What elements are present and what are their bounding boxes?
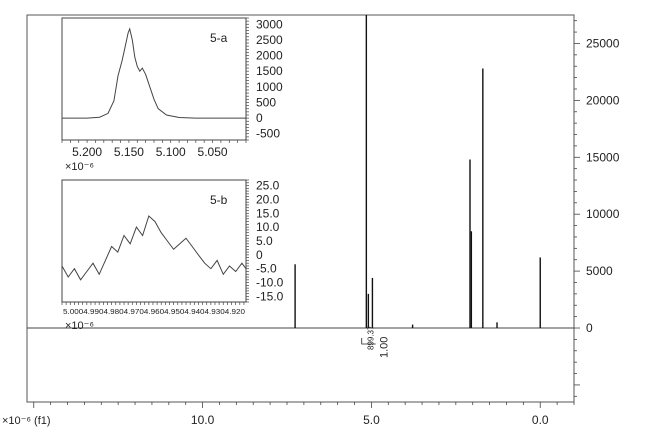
- y-tick-label: 10000: [586, 207, 620, 221]
- inset-y-tick-label: 3000: [256, 17, 283, 31]
- inset-frame: [61, 179, 247, 303]
- y-tick-label: 15000: [586, 150, 620, 164]
- inset-y-tick-label: 5.0: [256, 234, 273, 248]
- y-tick-label: 0: [586, 321, 593, 335]
- integral-label: 899.37: [367, 325, 376, 350]
- inset-y-tick-label: -500: [256, 127, 280, 141]
- inset-x-tick-label: 5.050: [198, 145, 228, 159]
- inset-y-tick-label: 20.0: [256, 192, 280, 206]
- x-tick-label: 5.0: [363, 413, 380, 427]
- inset-label: 5-a: [210, 31, 228, 45]
- y-tick-label: 20000: [586, 93, 620, 107]
- inset-label: 5-b: [210, 193, 228, 207]
- inset-y-tick-label: 15.0: [256, 206, 280, 220]
- inset-y-tick-label: 1500: [256, 64, 283, 78]
- integral-label: 1.00: [379, 337, 391, 358]
- inset-x-tick-labels: 5.0004.9904.9804.9704.9604.9504.9404.930…: [63, 309, 245, 316]
- inset-y-tick-label: 2500: [256, 33, 283, 47]
- inset-y-tick-label: 500: [256, 95, 276, 109]
- y-tick-label: 5000: [586, 264, 613, 278]
- inset-x-tick-label: 5.150: [114, 145, 144, 159]
- y-tick-label: 25000: [586, 36, 620, 50]
- inset-y-tick-label: -5.0: [256, 262, 277, 276]
- inset-y-tick-label: 10.0: [256, 220, 280, 234]
- inset-x-axis-label: ×10⁻⁶: [65, 161, 94, 173]
- x-axis-label: ×10⁻⁶ (f1): [2, 415, 51, 427]
- inset-x-tick-label: 5.100: [156, 145, 186, 159]
- x-tick-label: 10.0: [191, 413, 215, 427]
- inset-y-tick-label: 0: [256, 111, 263, 125]
- inset-y-tick-label: 0: [256, 248, 263, 262]
- integral-bracket: [361, 338, 376, 345]
- inset-y-tick-label: 1000: [256, 80, 283, 94]
- inset-y-tick-label: -15.0: [256, 289, 284, 303]
- inset-y-tick-label: 2000: [256, 49, 283, 63]
- inset-b-chart: 25.020.015.010.05.00-5.0-10.0-15.0 5.0004…: [61, 179, 284, 332]
- inset-frame: [61, 17, 247, 141]
- plot-frame: [26, 14, 575, 403]
- inset-series-line: [61, 215, 247, 281]
- x-tick-label: 0.0: [532, 413, 549, 427]
- inset-series-line: [62, 27, 246, 119]
- inset-y-tick-label: 25.0: [256, 179, 280, 193]
- inset-x-tick-label: 5.200: [72, 145, 102, 159]
- inset-x-axis-label: ×10⁻⁶: [65, 320, 94, 332]
- inset-y-tick-label: -10.0: [256, 276, 284, 290]
